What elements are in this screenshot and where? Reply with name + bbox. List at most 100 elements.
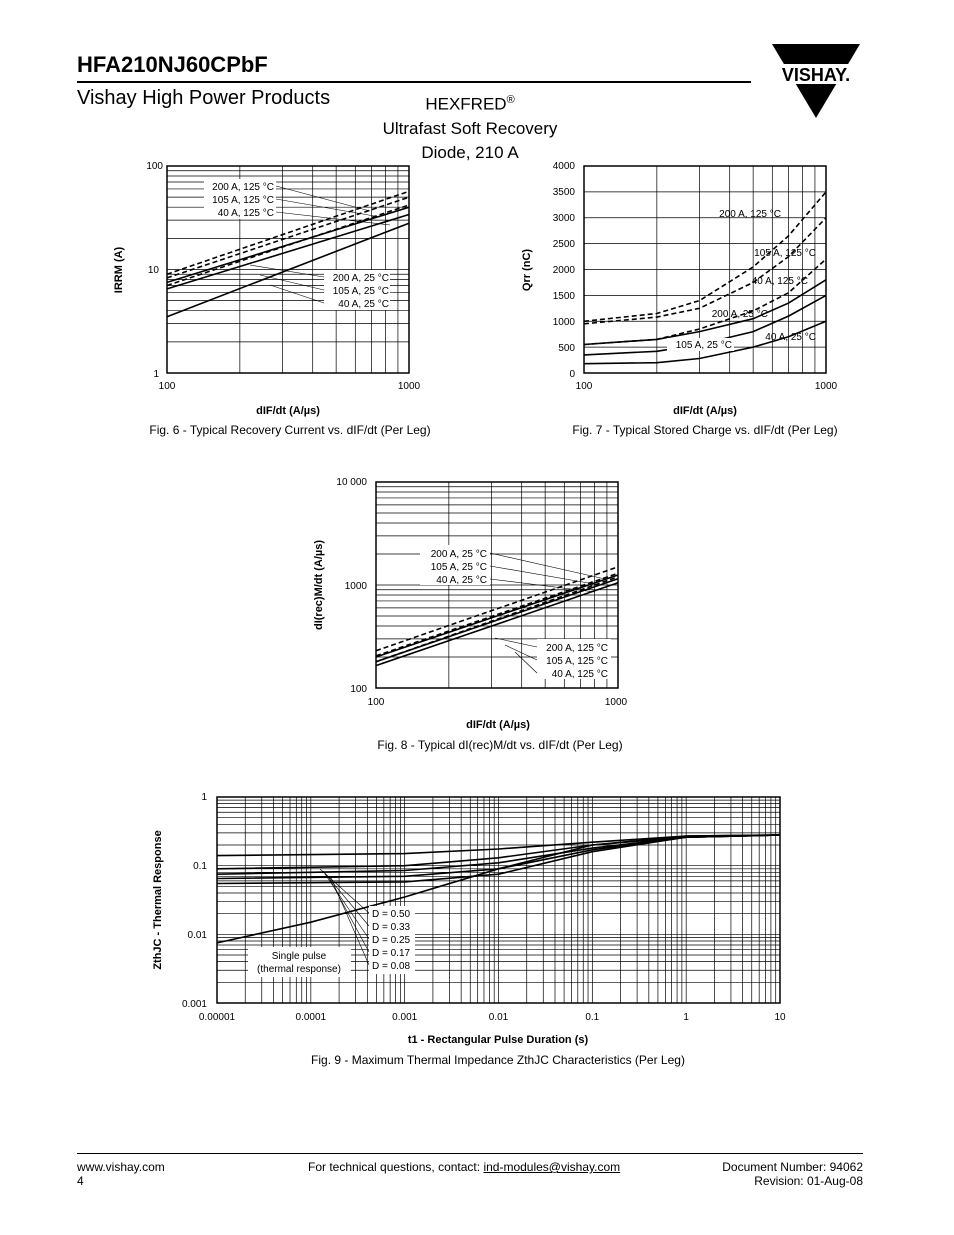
fig7-ytick: 2500 [553, 239, 576, 250]
fig9-xtick: 0.001 [392, 1012, 417, 1023]
series-line [583, 320, 827, 365]
fig7-label-40a-125c: 40 A, 125 °C [752, 276, 808, 287]
fig9-ytick: 0.01 [188, 930, 208, 941]
series-line [166, 204, 410, 287]
fig7-ytick: 2000 [553, 265, 576, 276]
header-rule [77, 81, 751, 83]
fig6-ylabel: IRRM (A) [113, 246, 125, 293]
fig6-ytick-10: 10 [148, 265, 160, 276]
fig9-series-group [216, 834, 781, 944]
series-line [166, 213, 410, 290]
fig8-frame [375, 481, 619, 689]
fig9-label-d017: D = 0.17 [372, 948, 411, 959]
fig7-xlabel: dIF/dt (A/µs) [673, 405, 737, 417]
series-line [166, 222, 410, 318]
fig8-chart: 10 000 1000 100 100 1000 dI(rec)M/dt (A/… [313, 477, 628, 731]
fig7-label-105a-25c: 105 A, 25 °C [676, 340, 732, 351]
logo-text: VISHAY. [782, 65, 850, 85]
fig7-caption: Fig. 7 - Typical Stored Charge vs. dIF/d… [572, 423, 838, 437]
fig7-ytick: 4000 [553, 161, 576, 172]
fig9-ytick: 1 [201, 792, 207, 803]
fig8-caption: Fig. 8 - Typical dI(rec)M/dt vs. dIF/dt … [377, 738, 623, 752]
fig8-ytick-10000: 10 000 [336, 477, 367, 488]
fig7-xtick-1000: 1000 [815, 381, 838, 392]
revision-date: Revision: 01-Aug-08 [754, 1174, 863, 1188]
fig8-ytick-1000: 1000 [345, 581, 368, 592]
fig6-ytick-1: 1 [153, 369, 159, 380]
fig6-leaders [249, 185, 391, 304]
fig8-xtick-100: 100 [368, 697, 385, 708]
fig9-xtick: 0.0001 [296, 1012, 327, 1023]
fig7-grid [584, 166, 827, 373]
fig7-ytick: 1000 [553, 317, 576, 328]
series-line [583, 279, 827, 346]
fig8-series-group [375, 566, 619, 667]
fig8-label-40a-125c: 40 A, 125 °C [552, 669, 608, 680]
fig7-frame [583, 165, 827, 374]
fig6-label-40a-25c: 40 A, 25 °C [338, 299, 389, 310]
series-line [583, 217, 827, 325]
division-name: Vishay High Power Products [77, 87, 331, 109]
fig9-single-pulse-bg [248, 947, 351, 977]
fig7-ytick: 3500 [553, 187, 576, 198]
fig9-xtick: 0.1 [585, 1012, 599, 1023]
fig6-label-200a-25c: 200 A, 25 °C [333, 273, 389, 284]
footer-rule [77, 1153, 863, 1154]
footer-left: www.vishay.com 4 [77, 1160, 165, 1188]
fig6-caption: Fig. 6 - Typical Recovery Current vs. dI… [149, 423, 431, 437]
fig8-legend-25-bg [420, 545, 490, 585]
document-number: Document Number: 94062 [722, 1160, 863, 1174]
vishay-logo-graphic: VISHAY. [772, 44, 860, 118]
fig8-xtick-1000: 1000 [605, 697, 628, 708]
series-line [216, 834, 781, 944]
fig9-ylabel: ZthJC - Thermal Response [152, 830, 164, 969]
fig7-xtick-100: 100 [576, 381, 593, 392]
fig9-xticks: 0.00001 0.0001 0.001 0.01 0.1 1 10 [199, 1012, 786, 1023]
part-number: HFA210NJ60CPbF [77, 52, 268, 77]
vishay-logo: VISHAY. [766, 44, 866, 120]
fig6-frame [166, 165, 410, 374]
fig9-legend-bg [369, 906, 415, 974]
fig9-yticks: 1 0.1 0.01 0.001 [182, 792, 207, 1010]
fig7-ytick: 500 [558, 343, 575, 354]
fig7-label-40a-25c: 40 A, 25 °C [765, 332, 816, 343]
fig6-label-105a-125c: 105 A, 125 °C [212, 195, 274, 206]
series-line [375, 566, 619, 652]
fig7-ytick: 1500 [553, 291, 576, 302]
fig8-grid [376, 481, 619, 688]
fig9-xtick: 1 [683, 1012, 689, 1023]
fig6-xtick-1000: 1000 [398, 381, 421, 392]
page-number: 4 [77, 1174, 84, 1188]
fig8-leaders [489, 552, 606, 674]
fig6-ytick-100: 100 [146, 161, 163, 172]
fig9-label-d033: D = 0.33 [372, 922, 411, 933]
fig9-xtick: 0.00001 [199, 1012, 236, 1023]
website-link[interactable]: www.vishay.com [77, 1160, 165, 1174]
contact-email-link[interactable]: ind-modules@vishay.com [483, 1160, 621, 1174]
series-line [375, 572, 619, 657]
fig9-chart: 1 0.1 0.01 0.001 0.00001 0.0001 0.001 0.… [152, 792, 786, 1046]
fig6-xtick-100: 100 [159, 381, 176, 392]
fig8-label-105a-25c: 105 A, 25 °C [431, 562, 487, 573]
fig9-single-pulse-line2: (thermal response) [257, 964, 341, 975]
fig7-ylabel: Qrr (nC) [521, 249, 533, 292]
fig6-label-40a-125c: 40 A, 125 °C [218, 208, 274, 219]
fig6-legend-25-bg [324, 270, 390, 310]
fig7-chart: 4000 3500 3000 2500 2000 1500 1000 500 0… [521, 161, 838, 417]
fig6-label-200a-125c: 200 A, 125 °C [212, 182, 274, 193]
fig9-label-d050: D = 0.50 [372, 909, 411, 920]
fig8-xlabel: dIF/dt (A/µs) [466, 719, 530, 731]
fig6-xlabel: dIF/dt (A/µs) [256, 405, 320, 417]
series-line [375, 576, 619, 663]
fig8-label-105a-125c: 105 A, 125 °C [546, 656, 608, 667]
fig9-single-pulse-line1: Single pulse [272, 951, 327, 962]
fig9-xtick: 0.01 [489, 1012, 509, 1023]
fig9-ytick: 0.001 [182, 999, 207, 1010]
product-line: HEXFRED® [425, 94, 515, 114]
series-line [166, 206, 410, 284]
fig7-yticks: 4000 3500 3000 2500 2000 1500 1000 500 0 [553, 161, 576, 380]
fig8-legend-125-bg [537, 639, 611, 679]
fig7-label-bg [667, 338, 734, 351]
fig8-ylabel: dI(rec)M/dt (A/µs) [313, 540, 325, 630]
registered-mark: ® [506, 94, 515, 106]
